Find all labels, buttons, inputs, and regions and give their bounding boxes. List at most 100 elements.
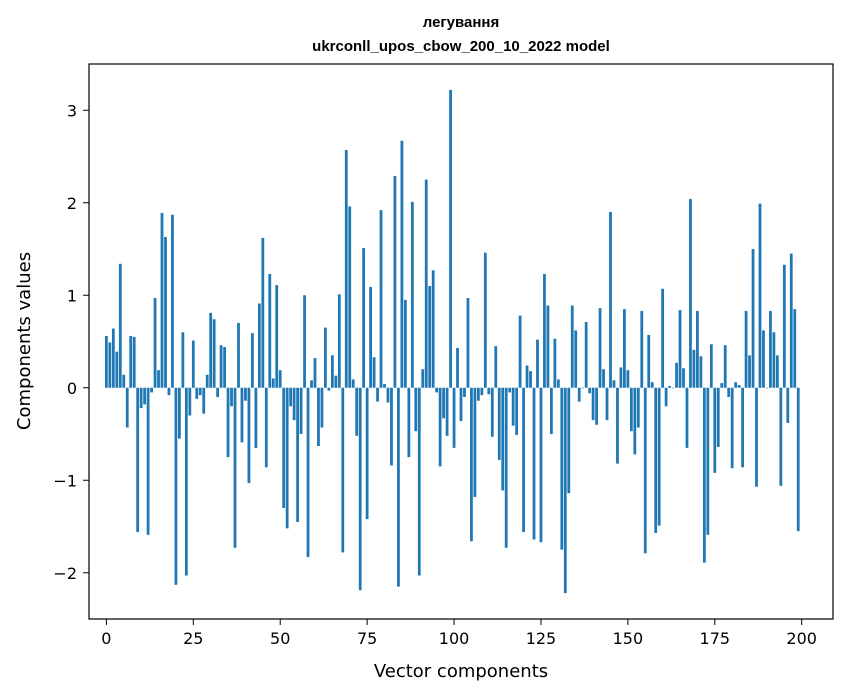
bar-47 [268, 273, 272, 388]
bar-149 [623, 309, 626, 388]
bar-172 [702, 387, 706, 563]
bar-84 [397, 387, 400, 587]
bar-95 [435, 387, 439, 393]
bar-91 [421, 369, 425, 388]
bar-67 [337, 294, 341, 388]
bar-108 [480, 387, 484, 396]
bar-148 [619, 367, 623, 388]
bar-104 [466, 298, 470, 388]
bar-103 [463, 387, 466, 397]
bar-150 [626, 370, 630, 388]
bar-81 [386, 387, 390, 403]
bar-50 [278, 370, 282, 388]
bar-46 [264, 387, 268, 468]
bar-146 [612, 380, 616, 388]
bar-119 [518, 315, 522, 388]
bar-42 [251, 333, 254, 388]
bar-155 [643, 387, 647, 554]
bar-96 [438, 387, 442, 467]
chart-title-line2: ukrconll_upos_cbow_200_10_2022 model [312, 38, 610, 55]
bar-183 [741, 387, 744, 468]
bar-185 [748, 355, 751, 388]
y-tick-label: 2 [67, 194, 77, 213]
bar-128 [550, 387, 553, 434]
bar-114 [501, 387, 505, 491]
y-tick-label: 3 [67, 101, 77, 120]
bar-111 [490, 387, 494, 437]
bar-181 [734, 382, 738, 388]
bar-4 [118, 263, 122, 388]
x-tick-label: 100 [439, 629, 470, 648]
bar-60 [313, 358, 317, 388]
bar-55 [296, 387, 299, 522]
bar-16 [160, 212, 164, 388]
bar-182 [737, 384, 741, 388]
bar-131 [560, 387, 564, 550]
bar-38 [237, 323, 240, 388]
bar-126 [543, 273, 546, 388]
bar-165 [678, 310, 682, 388]
bar-58 [306, 387, 310, 558]
bar-153 [636, 387, 640, 428]
bar-129 [553, 338, 557, 388]
bar-82 [390, 387, 393, 466]
bar-158 [654, 387, 658, 533]
bar-102 [459, 387, 463, 422]
bar-41 [247, 387, 251, 484]
bar-53 [289, 387, 293, 407]
bar-86 [403, 299, 407, 388]
bar-164 [675, 362, 678, 388]
bar-132 [563, 387, 567, 594]
y-tick-label: 1 [67, 286, 77, 305]
bar-122 [529, 371, 532, 388]
bar-65 [330, 355, 334, 388]
bar-159 [657, 387, 661, 526]
bar-59 [310, 380, 313, 388]
bar-120 [522, 387, 525, 533]
bar-36 [230, 387, 233, 407]
bar-74 [362, 248, 366, 388]
bar-180 [730, 387, 734, 469]
x-axis-ticks: 0 25 50 75 100 125 150 175 200 [101, 619, 817, 648]
bar-27 [198, 387, 202, 396]
bar-2 [111, 328, 115, 388]
x-tick-label: 75 [357, 629, 377, 648]
bar-135 [574, 330, 578, 388]
bar-80 [383, 384, 386, 388]
bar-37 [233, 387, 237, 548]
bar-13 [150, 387, 153, 393]
bar-32 [216, 387, 220, 397]
bar-175 [713, 387, 717, 473]
bar-160 [661, 288, 665, 388]
bar-22 [181, 332, 185, 388]
bar-124 [536, 339, 539, 388]
bar-98 [445, 387, 449, 436]
bar-170 [696, 310, 699, 388]
bar-23 [184, 387, 188, 576]
bar-97 [442, 387, 446, 419]
bar-44 [257, 303, 261, 388]
bar-0 [104, 335, 108, 388]
bar-198 [793, 309, 797, 388]
bar-1 [108, 342, 112, 388]
x-tick-label: 200 [786, 629, 817, 648]
bar-88 [410, 201, 414, 388]
bar-125 [539, 387, 543, 543]
bar-143 [602, 369, 605, 388]
bar-167 [685, 387, 689, 448]
y-axis-label: Components values [14, 252, 35, 430]
bar-54 [292, 387, 296, 421]
bar-156 [647, 335, 651, 388]
bar-72 [355, 387, 359, 436]
bar-113 [497, 387, 501, 460]
bar-193 [775, 355, 779, 388]
bar-130 [556, 379, 560, 388]
bar-157 [650, 382, 654, 388]
bar-18 [167, 387, 171, 396]
bar-75 [365, 387, 369, 520]
bar-195 [782, 264, 786, 388]
bar-76 [369, 286, 372, 388]
bar-166 [682, 368, 685, 388]
bar-177 [720, 383, 724, 388]
bar-191 [769, 310, 772, 388]
